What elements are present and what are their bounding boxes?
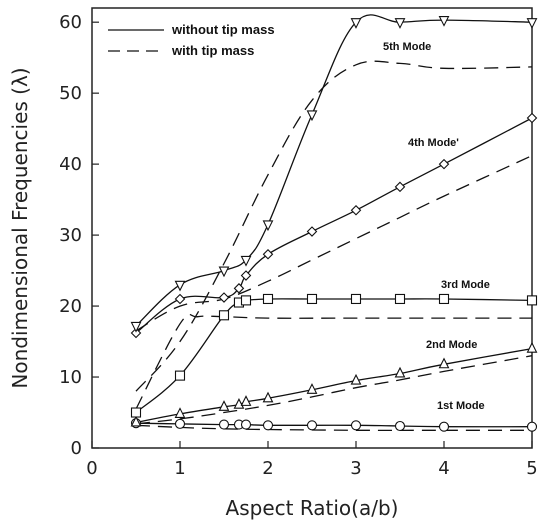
legend-label-with-tip-mass: with tip mass <box>171 43 254 58</box>
x-tick-label: 4 <box>438 458 449 479</box>
marker-diamond <box>526 112 538 124</box>
y-tick-label: 10 <box>59 367 82 388</box>
marker-triangle-up <box>233 397 245 409</box>
marker-diamond <box>350 204 362 216</box>
marker-diamond <box>262 248 274 260</box>
series-line-1st-mode-solid <box>135 422 533 428</box>
y-tick-label: 20 <box>59 296 82 317</box>
marker-triangle-down <box>240 255 252 267</box>
marker-square <box>240 295 252 306</box>
x-tick-label: 1 <box>174 458 185 479</box>
x-tick-label: 0 <box>86 458 97 479</box>
marker-triangle-up <box>240 395 252 406</box>
series-line-1st-mode-dashed <box>135 424 532 431</box>
marker-triangle-up <box>262 391 274 403</box>
mode-annotation: 1st Mode <box>437 400 485 412</box>
marker-square <box>394 293 406 305</box>
marker-triangle-up <box>526 341 538 353</box>
y-tick-label: 60 <box>59 12 82 33</box>
marker-triangle-up <box>130 415 142 427</box>
marker-diamond <box>218 292 230 303</box>
marker-diamond <box>130 327 142 339</box>
plot-frame <box>91 7 533 449</box>
y-tick-label: 0 <box>71 438 82 459</box>
marker-diamond <box>306 226 318 237</box>
legend: without tip mass with tip mass <box>108 22 275 58</box>
mode-annotation: 4th Mode' <box>408 137 459 149</box>
marker-triangle-down <box>394 18 406 29</box>
marker-circle <box>526 421 538 432</box>
marker-circle <box>174 418 186 429</box>
marker-triangle-down <box>262 220 274 232</box>
y-axis-title: Nondimensional Frequencies (λ) <box>8 67 32 388</box>
x-tick-label: 5 <box>526 458 537 479</box>
marker-triangle-up <box>306 383 318 394</box>
marker-diamond <box>233 283 245 294</box>
marker-triangle-down <box>350 18 362 29</box>
marker-triangle-up <box>394 366 406 378</box>
marker-triangle-up <box>174 407 186 418</box>
marker-square <box>306 293 318 305</box>
marker-circle <box>262 420 274 431</box>
y-tick-label: 40 <box>59 154 82 175</box>
marker-triangle-down <box>306 110 318 122</box>
marker-triangle-down <box>218 266 230 278</box>
mode-annotation: 3rd Mode <box>441 279 490 291</box>
marker-circle <box>306 420 318 431</box>
mode-annotation: 2nd Mode <box>426 339 477 351</box>
legend-label-without-tip-mass: without tip mass <box>171 22 275 37</box>
series-line-5th-mode-solid <box>135 14 533 327</box>
marker-square <box>350 293 362 305</box>
marker-square <box>218 310 230 321</box>
marker-diamond <box>174 293 186 305</box>
marker-diamond <box>394 181 406 193</box>
marker-triangle-down <box>438 16 450 27</box>
marker-square <box>174 370 186 381</box>
marker-circle <box>438 421 450 432</box>
marker-circle <box>218 419 230 430</box>
marker-triangle-down <box>526 18 538 29</box>
marker-triangle-down <box>130 321 142 333</box>
series-line-4th-mode-solid <box>135 117 533 334</box>
series-line-3rd-mode-dashed <box>135 313 532 410</box>
mode-annotation: 5th Mode <box>383 41 431 53</box>
marker-triangle-up <box>218 400 230 411</box>
marker-triangle-up <box>438 357 450 369</box>
marker-square <box>526 295 538 306</box>
marker-square <box>262 293 274 305</box>
marker-circle <box>240 419 252 430</box>
series-line-4th-mode-dashed <box>135 155 533 332</box>
marker-square <box>438 293 450 305</box>
marker-diamond <box>240 270 252 281</box>
marker-diamond <box>438 158 450 170</box>
x-tick-label: 2 <box>262 458 273 479</box>
y-tick-label: 30 <box>59 225 82 246</box>
series-line-5th-mode-dashed <box>135 60 533 392</box>
x-tick-label: 3 <box>350 458 361 479</box>
marker-circle <box>350 420 362 431</box>
y-tick-label: 50 <box>59 83 82 104</box>
marker-circle <box>394 420 406 432</box>
marker-triangle-down <box>174 280 186 292</box>
marker-square <box>130 407 142 418</box>
series-line-2nd-mode-dashed <box>135 355 533 425</box>
marker-triangle-up <box>350 373 362 385</box>
x-axis-title: Aspect Ratio(a/b) <box>226 496 399 520</box>
